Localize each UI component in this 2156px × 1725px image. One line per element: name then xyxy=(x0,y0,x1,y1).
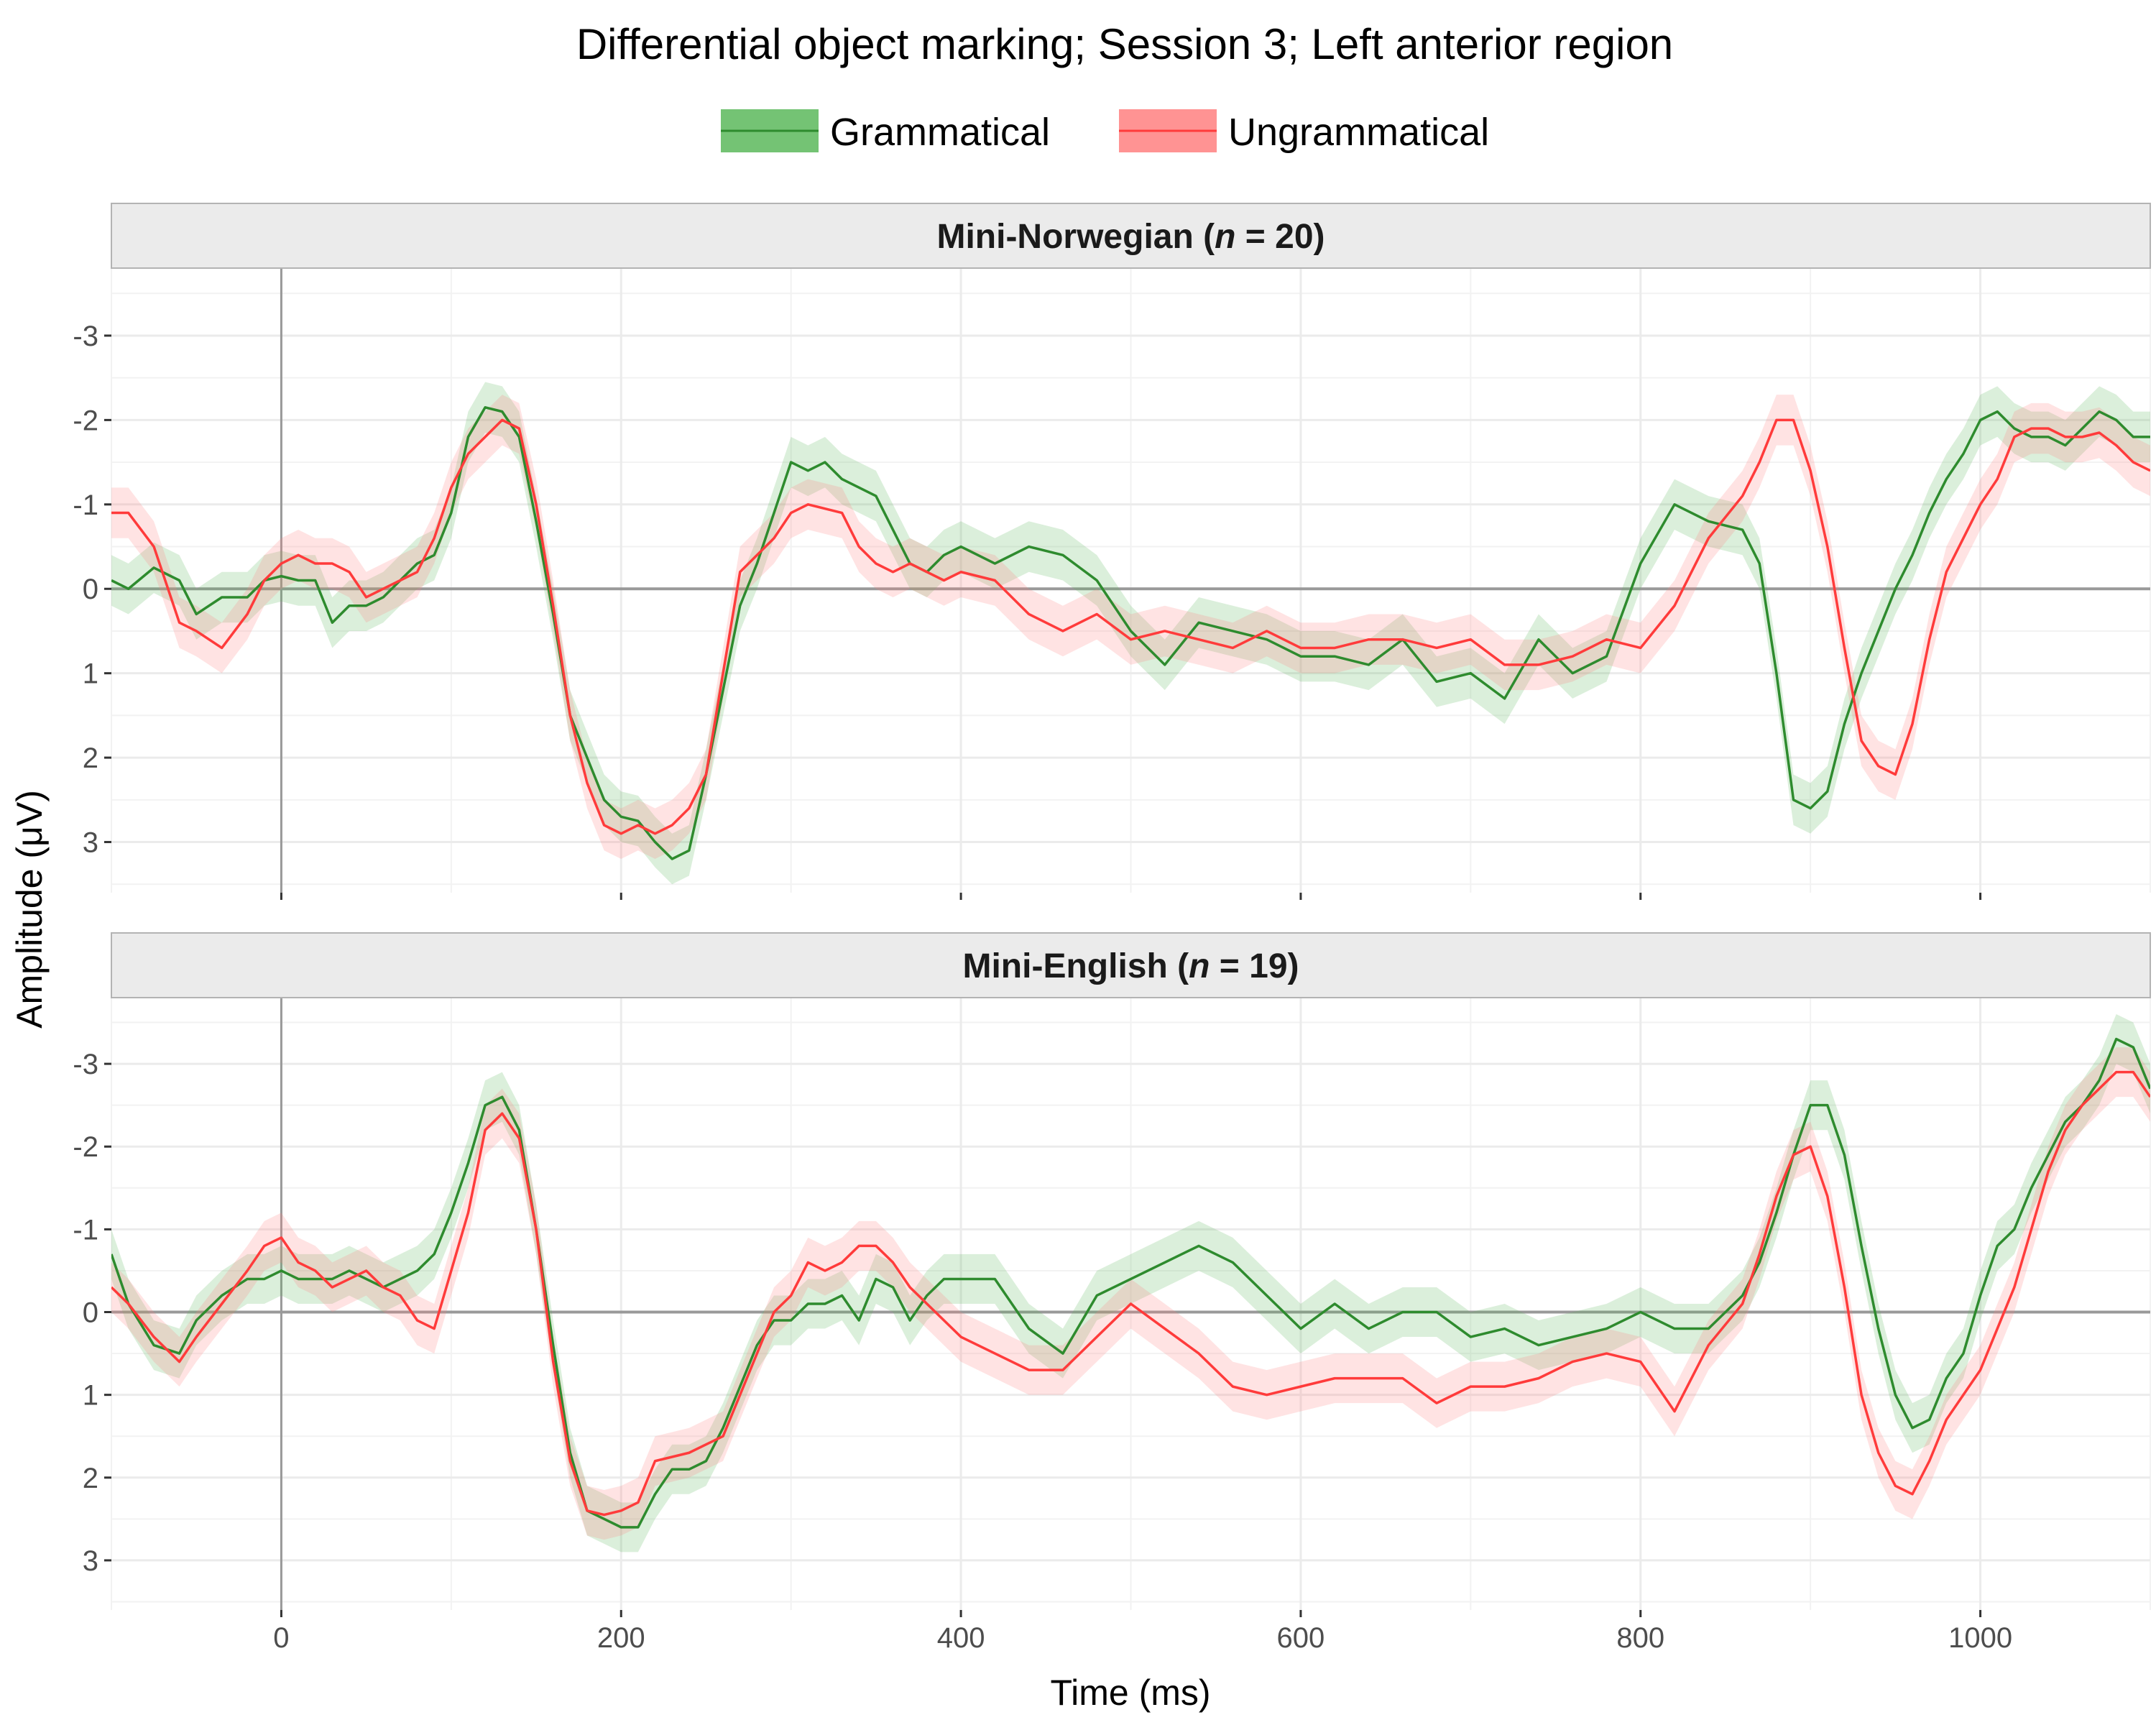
y-axis-title: Amplitude (μV) xyxy=(9,790,50,1029)
y-tick-label: 3 xyxy=(83,1545,98,1577)
y-tick-label: 2 xyxy=(83,1463,98,1494)
series-line-ungrammatical xyxy=(111,418,2150,835)
series-line-grammatical xyxy=(111,406,2150,860)
plot-area xyxy=(111,1014,2150,1552)
y-tick-label: -1 xyxy=(73,489,98,521)
panel-title-n: n xyxy=(1189,947,1210,985)
ribbon-grammatical xyxy=(111,382,2150,885)
x-tick-label: 1000 xyxy=(1948,1622,2012,1654)
ribbon-ungrammatical xyxy=(111,1047,2150,1540)
panel-strip xyxy=(111,932,2151,998)
y-tick-label: -3 xyxy=(73,321,98,352)
series-line-ungrammatical xyxy=(111,1070,2150,1517)
legend-label-grammatical: Grammatical xyxy=(830,111,1050,154)
y-tick-label: 2 xyxy=(83,742,98,774)
panel-title-prefix: Mini-Norwegian ( xyxy=(936,218,1215,256)
x-axis-title: Time (ms) xyxy=(1050,1673,1210,1713)
panel-1: Mini-English (n = 19) -3 -2 -1 0 1 2 3 0 200 400 60… xyxy=(73,932,2151,1654)
legend: Grammatical Ungrammatical xyxy=(721,109,1489,154)
chart-title: Differential object marking; Session 3; … xyxy=(576,20,1673,68)
y-tick-label: 3 xyxy=(83,827,98,859)
x-tick-label: 200 xyxy=(597,1622,645,1654)
y-tick-label: 1 xyxy=(83,1380,98,1412)
panel-title-suffix: = 20) xyxy=(1235,218,1325,256)
series-line-grammatical xyxy=(111,1037,2150,1529)
panels: Mini-Norwegian (n = 20)-3-2-10123Mini-En… xyxy=(73,203,2151,1654)
panel-title: Mini-Norwegian (n = 20) xyxy=(936,218,1325,256)
y-tick-label: -1 xyxy=(73,1214,98,1246)
panel-title-prefix: Mini-English ( xyxy=(962,947,1189,985)
x-tick-label: 400 xyxy=(937,1622,985,1654)
y-tick-label: 1 xyxy=(83,658,98,690)
y-tick-label: 0 xyxy=(83,574,98,605)
legend-item-grammatical: Grammatical xyxy=(721,109,1050,154)
x-tick-label: 0 xyxy=(273,1622,289,1654)
panel-title: Mini-English (n = 19) xyxy=(962,947,1299,985)
y-tick-label: -2 xyxy=(73,1131,98,1163)
x-tick-label: 600 xyxy=(1277,1622,1325,1654)
panel-title-n: n xyxy=(1215,218,1235,256)
y-tick-label: 0 xyxy=(83,1297,98,1329)
y-tick-label: -2 xyxy=(73,405,98,436)
plot-area xyxy=(111,382,2150,885)
y-tick-label: -3 xyxy=(73,1049,98,1080)
panel-title-suffix: = 19) xyxy=(1210,947,1299,985)
legend-label-ungrammatical: Ungrammatical xyxy=(1228,111,1489,154)
panel-strip xyxy=(111,203,2151,269)
panel-0: Mini-Norwegian (n = 20) -3 -2 -1 0 1 2 3 xyxy=(73,203,2151,900)
ribbon-grammatical xyxy=(111,1014,2150,1552)
ribbon-ungrammatical xyxy=(111,395,2150,860)
x-tick-label: 800 xyxy=(1616,1622,1664,1654)
legend-item-ungrammatical: Ungrammatical xyxy=(1119,109,1489,154)
